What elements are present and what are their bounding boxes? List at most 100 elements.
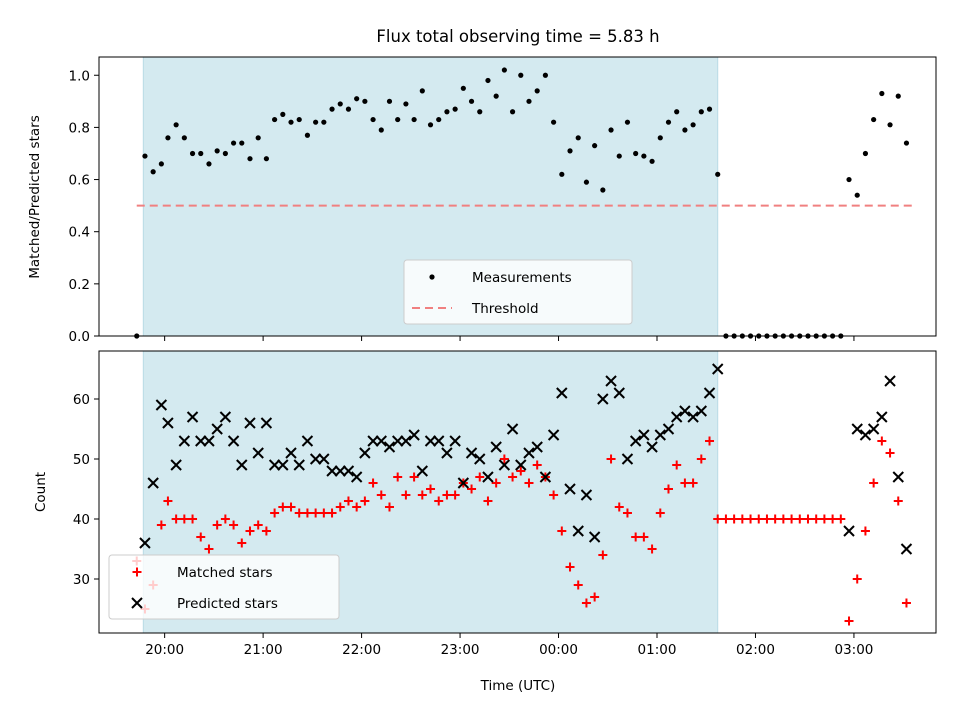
measurement-point xyxy=(468,98,475,104)
y-tick-label: 30 xyxy=(73,572,90,588)
measurement-point xyxy=(150,169,156,175)
matched-star-point xyxy=(828,514,838,524)
x-axis-label: Time (UTC) xyxy=(480,678,556,694)
y-tick-label: 0.8 xyxy=(69,120,90,136)
measurement-point xyxy=(542,72,549,78)
measurement-point xyxy=(378,127,384,133)
x-tick-label: 20:00 xyxy=(145,642,184,658)
matched-star-point xyxy=(639,532,649,542)
predicted-star-point xyxy=(679,405,691,417)
matched-star-point xyxy=(434,496,444,506)
x-tick-label: 23:00 xyxy=(441,642,480,658)
measurement-point xyxy=(846,176,852,183)
predicted-star-point xyxy=(556,387,568,399)
measurement-point xyxy=(206,161,212,167)
measurement-point xyxy=(698,109,704,115)
matched-star-point xyxy=(598,550,608,560)
matched-star-point xyxy=(384,502,394,512)
legend-marker-matched xyxy=(132,567,142,577)
measurement-point xyxy=(608,127,614,133)
legend-box xyxy=(108,554,340,620)
matched-star-point xyxy=(499,454,509,464)
predicted-star-point xyxy=(424,435,437,447)
measurement-point xyxy=(173,122,179,128)
matched-star-point xyxy=(557,526,567,536)
matched-star-point xyxy=(770,514,780,524)
matched-star-point xyxy=(893,496,903,506)
matched-star-point xyxy=(220,514,230,524)
y-tick-label: 0.4 xyxy=(69,225,90,241)
matched-star-point xyxy=(368,478,378,488)
matched-star-point xyxy=(811,514,821,524)
matched-star-point xyxy=(696,454,706,464)
predicted-star-point xyxy=(375,435,387,447)
measurement-point xyxy=(427,122,434,128)
matched-star-point xyxy=(212,520,222,530)
matched-star-point xyxy=(901,598,911,608)
matched-star-point xyxy=(335,502,345,512)
predicted-star-point xyxy=(441,447,453,459)
predicted-star-point xyxy=(662,423,675,435)
predicted-star-point xyxy=(449,435,461,447)
matched-star-point xyxy=(426,484,436,494)
predicted-star-point xyxy=(367,435,379,447)
matched-star-point xyxy=(352,502,362,512)
measurement-point xyxy=(592,143,598,149)
predicted-star-point xyxy=(170,459,182,471)
predicted-star-point xyxy=(547,429,560,441)
legend-marker-measurements xyxy=(429,274,435,280)
legend-label: Threshold xyxy=(471,301,539,317)
predicted-star-point xyxy=(482,471,494,483)
matched-star-point xyxy=(860,526,870,536)
measurement-point xyxy=(575,135,581,141)
measurement-point xyxy=(239,140,245,146)
predicted-star-point xyxy=(350,471,363,483)
measurement-point xyxy=(142,153,148,159)
predicted-star-point xyxy=(474,453,486,465)
predicted-star-point xyxy=(531,441,543,453)
predicted-star-point xyxy=(572,525,584,537)
matched-star-point xyxy=(319,508,329,518)
matched-star-point xyxy=(343,496,353,506)
predicted-star-point xyxy=(309,453,322,465)
matched-star-point xyxy=(869,478,879,488)
legend-box xyxy=(403,259,633,325)
measurement-point xyxy=(526,98,532,104)
predicted-star-point xyxy=(268,459,281,471)
predicted-star-point xyxy=(884,375,896,387)
matched-star-point xyxy=(680,478,690,488)
measurement-point xyxy=(198,150,204,157)
predicted-star-point xyxy=(843,525,855,537)
measurement-point xyxy=(551,119,557,125)
predicted-star-point xyxy=(195,435,207,447)
predicted-star-point xyxy=(227,435,240,447)
measurement-point xyxy=(534,88,540,94)
predicted-star-point xyxy=(876,411,888,423)
y-tick-label: 0.6 xyxy=(69,173,90,189)
measurement-point xyxy=(313,119,319,125)
y-tick-label: 50 xyxy=(73,452,90,468)
matched-star-point xyxy=(614,502,624,512)
predicted-star-point xyxy=(457,477,470,489)
measurement-point xyxy=(419,88,425,94)
matched-star-point xyxy=(253,520,263,530)
predicted-star-point xyxy=(670,411,683,423)
predicted-star-point xyxy=(260,417,273,429)
chart-title: Flux total observing time = 5.83 h xyxy=(376,27,659,46)
matched-star-point xyxy=(877,436,887,446)
matched-star-point xyxy=(237,538,247,548)
measurement-point xyxy=(682,127,688,133)
predicted-star-point xyxy=(703,387,716,399)
predicted-star-point xyxy=(416,465,429,477)
matched-star-point xyxy=(688,478,698,488)
predicted-star-point xyxy=(646,441,658,453)
matched-star-point xyxy=(762,514,772,524)
matched-star-point xyxy=(156,520,166,530)
measurement-point xyxy=(690,122,696,128)
legend-label: Matched stars xyxy=(177,565,273,581)
legend: Matched stars Predicted stars xyxy=(108,554,340,620)
measurement-point xyxy=(411,116,417,123)
matched-star-point xyxy=(302,508,312,518)
matched-star-point xyxy=(327,508,337,518)
matched-star-point xyxy=(401,490,411,500)
